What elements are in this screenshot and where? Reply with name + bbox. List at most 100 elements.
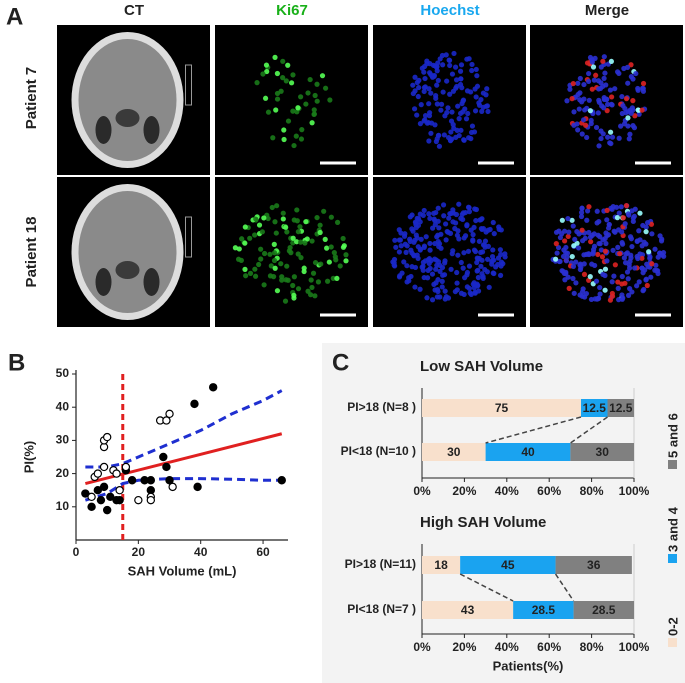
cell bbox=[317, 229, 323, 236]
cell bbox=[464, 56, 470, 62]
x-tick-label: 100% bbox=[619, 484, 650, 498]
cell bbox=[617, 251, 623, 257]
cell bbox=[328, 244, 334, 250]
cell bbox=[450, 219, 456, 225]
cell bbox=[409, 226, 415, 232]
cell bbox=[301, 265, 307, 271]
cell bbox=[242, 266, 248, 272]
cell bbox=[291, 274, 297, 280]
cell bbox=[447, 137, 454, 144]
x-tick-label: 0 bbox=[73, 545, 80, 559]
cell bbox=[595, 295, 601, 301]
cell bbox=[627, 131, 633, 137]
cell bbox=[593, 72, 599, 78]
cell bbox=[448, 266, 454, 272]
x-tick-label: 40 bbox=[194, 545, 208, 559]
cell bbox=[657, 233, 663, 239]
cell bbox=[398, 243, 404, 249]
cell bbox=[435, 259, 442, 265]
cell bbox=[581, 252, 587, 258]
cell bbox=[314, 81, 320, 87]
cell bbox=[640, 80, 647, 87]
cell bbox=[291, 142, 297, 149]
cell bbox=[632, 113, 638, 119]
cell bbox=[589, 86, 595, 92]
cell bbox=[424, 295, 430, 301]
cell bbox=[585, 208, 591, 214]
cell bbox=[480, 275, 486, 281]
cell bbox=[573, 259, 579, 265]
cell bbox=[322, 236, 328, 242]
cell bbox=[307, 76, 313, 83]
cell bbox=[639, 255, 645, 261]
cell bbox=[415, 93, 421, 100]
ct-scale bbox=[185, 64, 192, 106]
data-point bbox=[146, 495, 156, 505]
cell bbox=[590, 247, 597, 253]
cell bbox=[297, 224, 303, 230]
x-tick-label: 0% bbox=[413, 484, 431, 498]
cell bbox=[433, 95, 439, 101]
y-tick-label: 10 bbox=[56, 499, 70, 513]
cell bbox=[637, 210, 643, 216]
cell bbox=[340, 235, 346, 242]
cell bbox=[658, 238, 665, 244]
cell bbox=[436, 225, 442, 231]
cell bbox=[256, 222, 263, 228]
cell bbox=[622, 260, 629, 266]
cell bbox=[447, 91, 453, 97]
x-tick-label: 20% bbox=[452, 484, 476, 498]
cell bbox=[437, 294, 443, 300]
cell bbox=[644, 220, 651, 226]
cell bbox=[580, 117, 587, 123]
cell bbox=[305, 288, 311, 294]
cell bbox=[440, 89, 446, 95]
value-label: 30 bbox=[447, 445, 461, 459]
x-tick-label: 0% bbox=[413, 640, 431, 654]
data-point bbox=[102, 505, 112, 515]
cell bbox=[599, 254, 606, 260]
cell bbox=[590, 251, 596, 257]
cell bbox=[330, 275, 336, 281]
cell bbox=[552, 256, 559, 262]
cell bbox=[581, 81, 587, 88]
cell bbox=[282, 298, 289, 304]
cell bbox=[555, 244, 562, 251]
cell bbox=[408, 247, 414, 253]
cell bbox=[409, 212, 415, 218]
cell bbox=[434, 82, 440, 88]
cell bbox=[475, 282, 481, 288]
cell bbox=[581, 271, 588, 278]
cell bbox=[321, 208, 327, 214]
cell bbox=[480, 90, 487, 96]
cell bbox=[462, 233, 469, 239]
cell bbox=[472, 108, 479, 114]
y-axis-label: PI(%) bbox=[21, 441, 36, 474]
cell bbox=[236, 246, 242, 252]
cell bbox=[473, 217, 479, 224]
cell bbox=[437, 268, 443, 274]
cell bbox=[414, 112, 420, 118]
cell bbox=[660, 250, 667, 256]
ct-brain bbox=[78, 39, 177, 161]
cell bbox=[305, 90, 311, 96]
cell bbox=[614, 215, 621, 221]
cell bbox=[600, 131, 606, 137]
bar-segment bbox=[422, 556, 461, 574]
cell bbox=[271, 274, 277, 280]
cell bbox=[419, 65, 425, 71]
cell bbox=[267, 251, 273, 257]
cell bbox=[271, 241, 277, 247]
cell bbox=[465, 204, 472, 210]
cell bbox=[635, 255, 641, 262]
cell bbox=[470, 232, 476, 238]
cell bbox=[484, 86, 490, 92]
cell bbox=[570, 223, 576, 229]
bar-segment bbox=[570, 443, 634, 461]
cell bbox=[322, 85, 329, 91]
cell bbox=[393, 244, 399, 250]
cell bbox=[482, 266, 488, 273]
cell bbox=[625, 80, 631, 86]
cell bbox=[498, 251, 504, 258]
cell bbox=[441, 132, 447, 138]
